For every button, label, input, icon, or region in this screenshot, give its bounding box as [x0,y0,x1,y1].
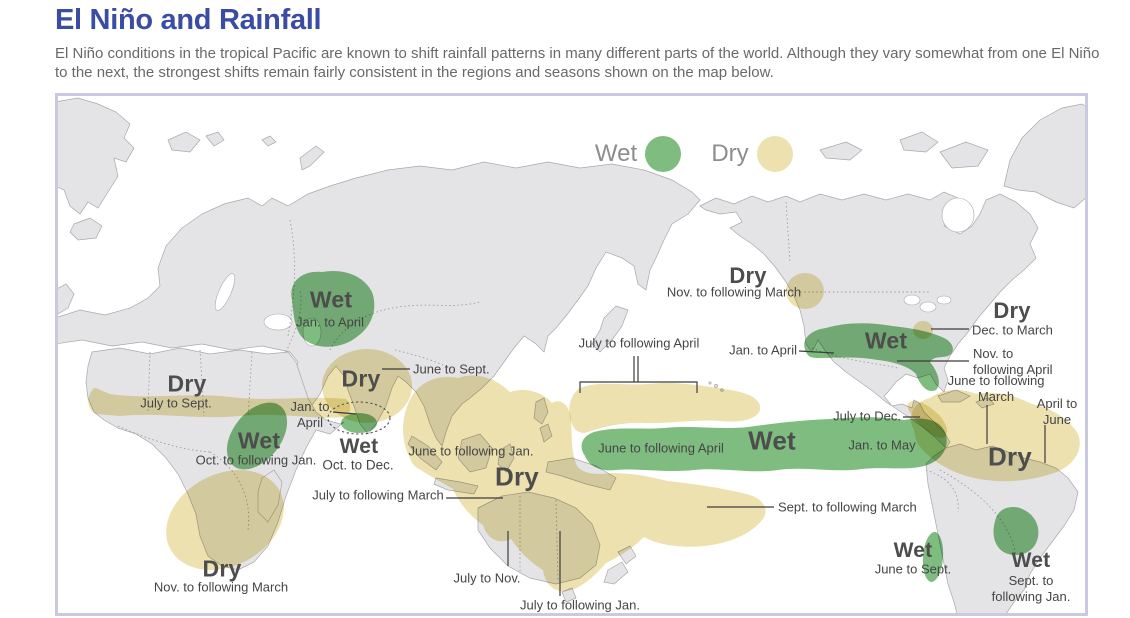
season-pacific-nw: Nov. to following March [666,284,802,300]
season-s-australia: July to Nov. [453,570,521,586]
season-southern-africa: Nov. to following March [153,579,289,595]
label-pacific-nw: Dry [729,263,767,288]
season-se-us: Nov. to following April [973,346,1053,377]
season-ne-us: Dec. to March [972,322,1053,338]
label-east-africa: Wet [237,427,281,454]
label-sahel: Dry [167,370,207,397]
season-chile: June to Sept. [874,561,952,577]
season-north-pacific: July to following April [578,335,700,351]
label-india: Dry [341,365,381,392]
season-se-south-america: Sept. to following Jan. [991,573,1071,604]
season-south-pacific: Sept. to following March [778,499,917,515]
season-indonesia: June to following Jan. [408,443,534,459]
page-title: El Niño and Rainfall [55,4,322,36]
legend-dry-label: Dry [711,140,749,167]
label-south-india: Wet [339,435,379,458]
world-map-frame [55,93,1088,616]
legend-wet-label: Wet [594,140,638,167]
season-south-india: Oct. to Dec. [322,457,394,473]
callout-southern-us: Jan. to April [729,342,797,358]
label-southern-us: Wet [864,327,908,354]
season-east-amazon: April to June [1036,396,1078,427]
label-se-south-america: Wet [1011,549,1051,572]
season-central-america: July to Dec. [833,408,901,424]
page-subtitle: El Niño conditions in the tropical Pacif… [55,45,1100,82]
season-eq-pacific-west: June to following April [598,440,724,456]
label-central-asia: Wet [309,286,353,313]
season-caribbean: June to following March [947,373,1045,404]
season-east-africa: Oct. to following Jan. [195,452,317,468]
label-eq-pacific: Wet [748,425,796,456]
season-eq-pacific-east: Jan. to May [848,437,916,453]
label-southern-africa: Dry [202,555,242,582]
label-chile: Wet [893,539,933,562]
season-sahel: July to Sept. [140,395,212,411]
label-amazon: Dry [988,441,1032,472]
label-ne-us: Dry [993,298,1031,323]
season-india: June to Sept. [413,361,490,377]
season-e-australia: July to following Jan. [520,597,640,613]
season-central-asia: Jan. to April [296,314,364,330]
label-indonesia: Dry [495,461,539,492]
callout-south-india: Jan. to April [290,399,330,430]
season-nw-australia: July to following March [312,487,444,503]
